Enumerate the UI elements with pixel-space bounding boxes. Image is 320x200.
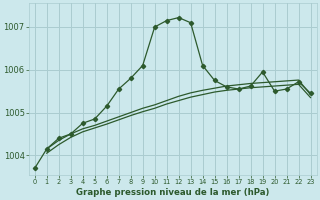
X-axis label: Graphe pression niveau de la mer (hPa): Graphe pression niveau de la mer (hPa) [76, 188, 269, 197]
